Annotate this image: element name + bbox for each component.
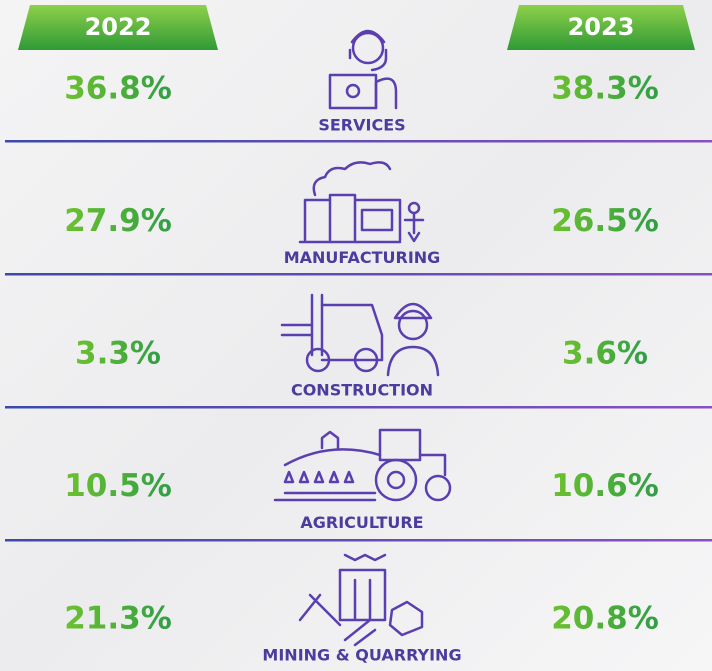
left-value: 10.5% [64,468,172,504]
right-value: 20.8% [551,601,659,637]
year-tab [507,5,695,50]
construction-icon [280,293,440,377]
year-label: 2023 [568,13,635,41]
sector-label: SERVICES [318,116,405,135]
right-value: 38.3% [551,71,659,107]
year-tab [18,5,218,50]
right-value: 10.6% [551,468,659,504]
sector-label: AGRICULTURE [300,513,423,532]
right-value: 26.5% [551,203,659,239]
year-label: 2022 [85,13,152,41]
left-value: 21.3% [64,601,172,637]
right-value: 3.6% [562,336,648,372]
sector-label: MANUFACTURING [284,248,441,267]
manufacturing-icon [298,161,425,244]
left-value: 36.8% [64,71,172,107]
sector-label: CONSTRUCTION [291,381,433,400]
mining-icon [298,553,424,647]
services-icon [328,29,398,110]
sector-label: MINING & QUARRYING [262,646,461,665]
left-value: 3.3% [75,336,161,372]
agriculture-icon [273,428,452,502]
rows: 36.8% 38.3% SERVICES 27.9% 26.5% MANUFACTURIN… [64,71,659,665]
divider [5,140,712,542]
left-value: 27.9% [64,203,172,239]
